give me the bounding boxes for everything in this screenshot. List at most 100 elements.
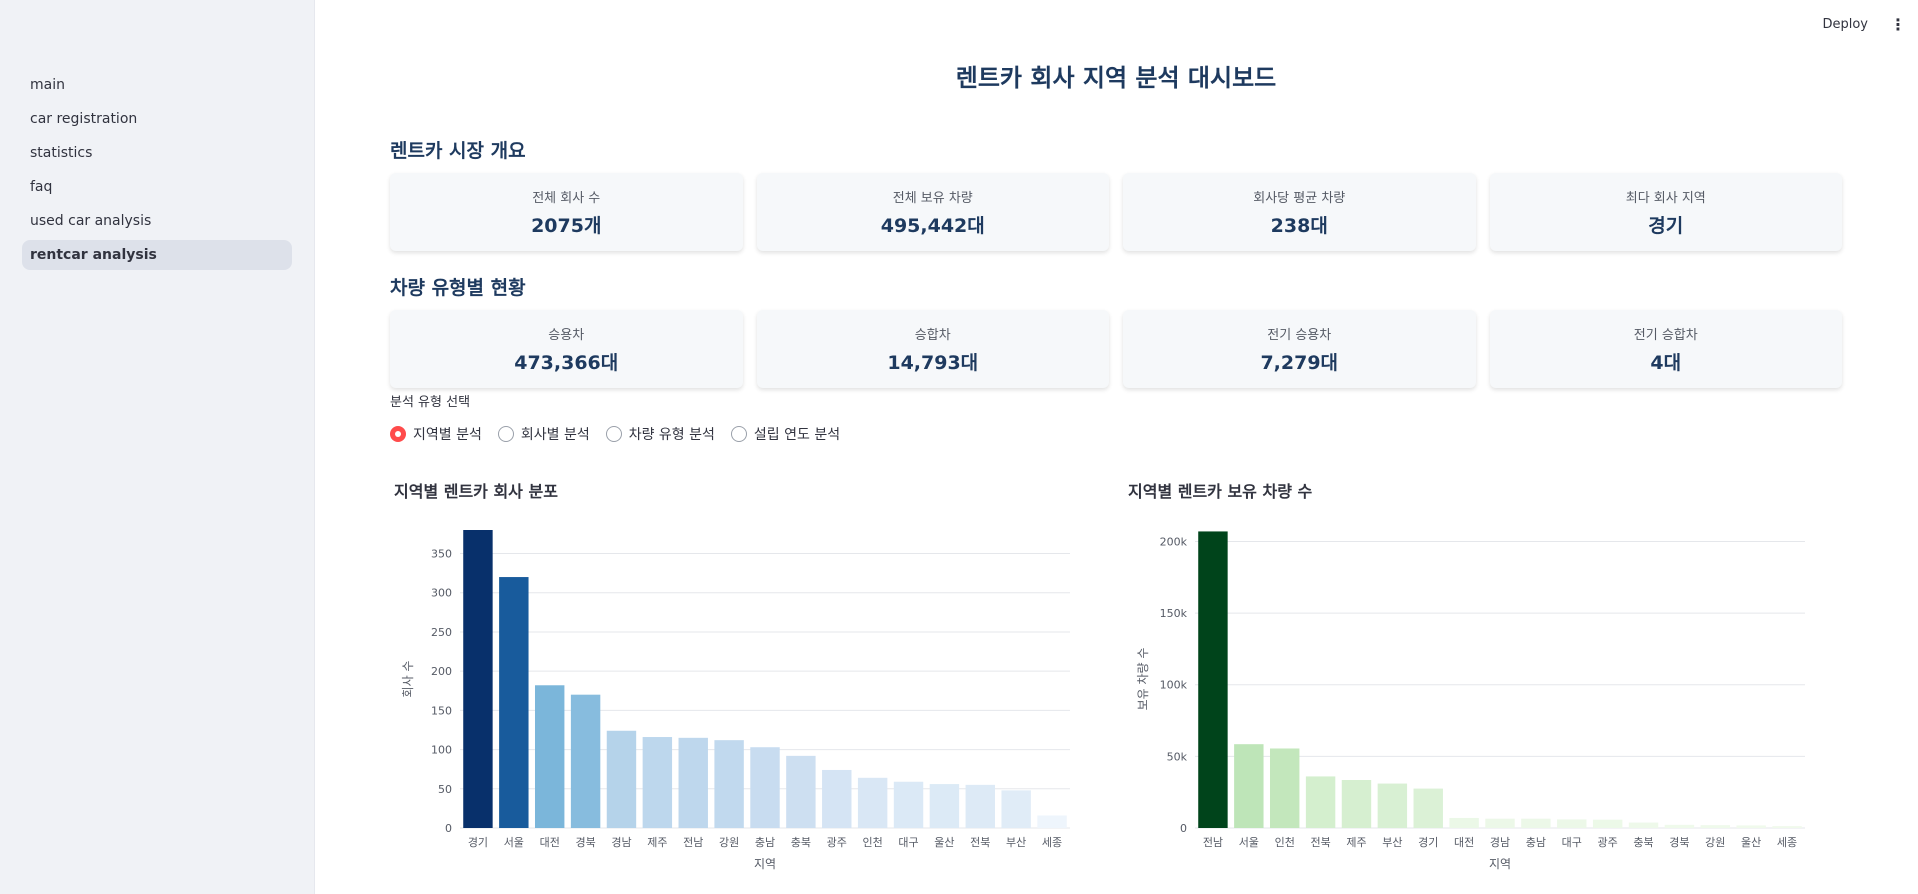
x-tick-label: 인천 bbox=[1275, 835, 1295, 849]
y-tick-label: 50 bbox=[438, 783, 452, 796]
sidebar-item-car-registration[interactable]: car registration bbox=[30, 111, 138, 127]
metric-ev-passenger: 전기 승용차 7,279대 bbox=[1123, 310, 1476, 388]
sidebar-item-main[interactable]: main bbox=[30, 77, 65, 93]
bar-전북[interactable] bbox=[965, 784, 996, 828]
sidebar-item-rentcar-analysis[interactable]: rentcar analysis bbox=[22, 240, 292, 270]
bar-제주[interactable] bbox=[642, 737, 673, 828]
bar-광주[interactable] bbox=[822, 769, 852, 828]
metric-value: 473,366대 bbox=[514, 351, 619, 374]
y-tick-label: 50k bbox=[1167, 750, 1188, 763]
metric-label: 전체 보유 차량 bbox=[892, 190, 973, 206]
kebab-menu-icon[interactable]: ⋮ bbox=[1890, 14, 1906, 34]
bar-충남[interactable] bbox=[1521, 818, 1551, 828]
y-tick-label: 0 bbox=[445, 822, 452, 835]
bar-강원[interactable] bbox=[1700, 825, 1731, 828]
sidebar-nav: main car registration statistics faq used ca… bbox=[0, 70, 314, 270]
x-tick-label: 전남 bbox=[1203, 836, 1223, 849]
x-tick-label: 부산 bbox=[1382, 836, 1402, 849]
x-tick-label: 경북 bbox=[1669, 836, 1689, 849]
metric-total-companies: 전체 회사 수 2075개 bbox=[390, 173, 743, 251]
vehicle-types-metrics: 승용차 473,366대 승합차 14,793대 전기 승용차 7,279대 전… bbox=[390, 310, 1842, 388]
bar-충북[interactable] bbox=[1628, 822, 1659, 828]
y-tick-label: 0 bbox=[1180, 822, 1187, 835]
bar-광주[interactable] bbox=[1592, 819, 1623, 828]
y-tick-label: 100 bbox=[431, 744, 452, 757]
x-tick-label: 제주 bbox=[1346, 836, 1366, 849]
metric-value: 495,442대 bbox=[880, 214, 985, 237]
metric-label: 최다 회사 지역 bbox=[1625, 190, 1706, 206]
deploy-button[interactable]: Deploy bbox=[1822, 16, 1868, 32]
bar-경북[interactable] bbox=[1664, 824, 1695, 828]
metric-top-region: 최다 회사 지역 경기 bbox=[1489, 173, 1842, 251]
bar-대전[interactable] bbox=[534, 685, 565, 828]
sidebar-item-faq[interactable]: faq bbox=[30, 179, 53, 195]
bar-경남[interactable] bbox=[606, 730, 637, 828]
market-overview-title: 렌트카 시장 개요 bbox=[390, 140, 526, 162]
bar-전북[interactable] bbox=[1305, 776, 1336, 828]
bar-세종[interactable] bbox=[1772, 826, 1802, 828]
bar-경북[interactable] bbox=[570, 694, 601, 828]
radio-option-label: 회사별 분석 bbox=[520, 427, 590, 443]
x-axis-label: 지역 bbox=[754, 857, 776, 871]
x-tick-label: 서울 bbox=[504, 836, 524, 849]
analysis-type-radio-group: 지역별 분석 회사별 분석 차량 유형 분석 설립 연도 분석 bbox=[390, 424, 840, 444]
y-tick-label: 200k bbox=[1160, 535, 1188, 548]
bar-인천[interactable] bbox=[1269, 748, 1300, 828]
metric-van: 승합차 14,793대 bbox=[756, 310, 1109, 388]
metric-label: 승용차 bbox=[548, 327, 585, 343]
bar-대구[interactable] bbox=[893, 781, 924, 828]
bar-제주[interactable] bbox=[1341, 780, 1372, 828]
metric-passenger: 승용차 473,366대 bbox=[390, 310, 743, 388]
metric-label: 전기 승합차 bbox=[1633, 327, 1698, 343]
bar-경기[interactable] bbox=[1413, 788, 1443, 828]
sidebar-item-used-car-analysis[interactable]: used car analysis bbox=[30, 213, 152, 229]
radio-option-0[interactable]: 지역별 분석 bbox=[390, 424, 482, 444]
bar-경기[interactable] bbox=[463, 530, 493, 828]
vehicle-types-title: 차량 유형별 현황 bbox=[390, 277, 526, 299]
bar-울산[interactable] bbox=[1736, 825, 1766, 828]
bar-대구[interactable] bbox=[1557, 819, 1587, 828]
bar-충북[interactable] bbox=[786, 755, 816, 828]
x-tick-label: 제주 bbox=[647, 836, 667, 849]
metric-label: 전체 회사 수 bbox=[532, 190, 601, 206]
x-tick-label: 전북 bbox=[1310, 836, 1330, 849]
bar-세종[interactable] bbox=[1037, 815, 1067, 828]
x-tick-label: 대구 bbox=[898, 836, 918, 849]
bar-전남[interactable] bbox=[678, 737, 708, 828]
main-content: 렌트카 회사 지역 분석 대시보드 렌트카 시장 개요 전체 회사 수 2075… bbox=[390, 0, 1842, 894]
bar-부산[interactable] bbox=[1377, 783, 1408, 828]
y-axis-label: 보유 차량 수 bbox=[1136, 648, 1150, 711]
bar-전남[interactable] bbox=[1198, 531, 1228, 828]
x-tick-label: 서울 bbox=[1239, 836, 1259, 849]
bar-서울[interactable] bbox=[499, 577, 529, 828]
x-tick-label: 울산 bbox=[934, 836, 954, 849]
sidebar-item-statistics[interactable]: statistics bbox=[30, 145, 93, 161]
radio-option-1[interactable]: 회사별 분석 bbox=[497, 424, 590, 444]
metric-label: 회사당 평균 차량 bbox=[1253, 190, 1346, 206]
x-tick-label: 경남 bbox=[1490, 836, 1510, 849]
bar-인천[interactable] bbox=[857, 777, 888, 828]
radio-circle-icon[interactable] bbox=[390, 426, 406, 442]
bar-서울[interactable] bbox=[1234, 744, 1264, 828]
radio-circle-icon[interactable] bbox=[497, 426, 514, 442]
bar-울산[interactable] bbox=[929, 784, 960, 828]
metric-value: 14,793대 bbox=[887, 351, 979, 374]
analysis-type-label: 분석 유형 선택 bbox=[390, 395, 471, 410]
market-overview-metrics: 전체 회사 수 2075개 전체 보유 차량 495,442대 회사당 평균 차… bbox=[390, 173, 1842, 251]
radio-circle-icon[interactable] bbox=[605, 426, 622, 442]
x-tick-label: 세종 bbox=[1777, 836, 1797, 849]
bar-경남[interactable] bbox=[1485, 818, 1515, 828]
metric-total-vehicles: 전체 보유 차량 495,442대 bbox=[756, 173, 1109, 251]
radio-circle-icon[interactable] bbox=[730, 426, 747, 442]
x-tick-label: 강원 bbox=[1705, 836, 1725, 849]
y-axis-label: 회사 수 bbox=[401, 661, 415, 698]
radio-option-2[interactable]: 차량 유형 분석 bbox=[605, 424, 715, 444]
x-tick-label: 울산 bbox=[1741, 836, 1761, 849]
bar-충남[interactable] bbox=[750, 747, 780, 828]
radio-option-3[interactable]: 설립 연도 분석 bbox=[730, 424, 840, 444]
bar-강원[interactable] bbox=[714, 740, 744, 828]
chart-company-distribution: 0 50 100 150 200 250 300 350 경기 서울 대전 경북 경남 제주 전남 강원 충남 충… bbox=[401, 530, 1070, 871]
metric-value: 7,279대 bbox=[1260, 351, 1339, 374]
bar-부산[interactable] bbox=[1001, 790, 1031, 828]
bar-대전[interactable] bbox=[1449, 817, 1479, 828]
